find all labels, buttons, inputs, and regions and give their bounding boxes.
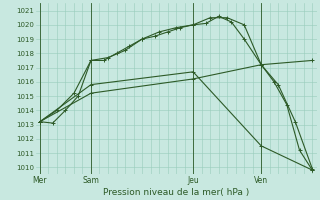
X-axis label: Pression niveau de la mer( hPa ): Pression niveau de la mer( hPa ) bbox=[103, 188, 249, 197]
